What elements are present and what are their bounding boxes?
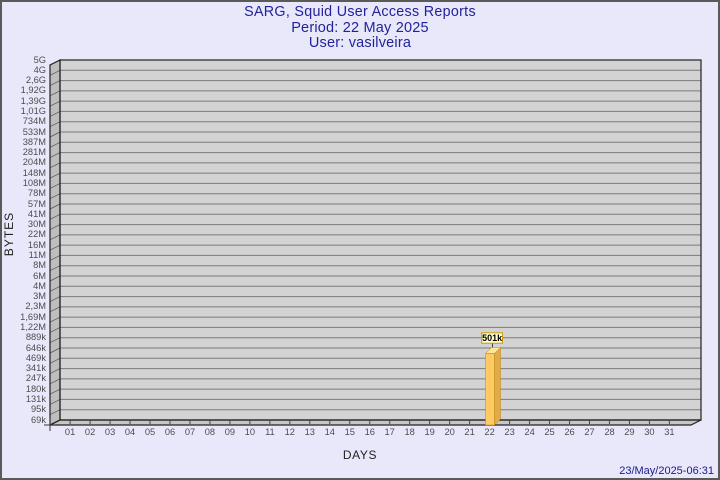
svg-text:501k: 501k — [482, 333, 503, 343]
